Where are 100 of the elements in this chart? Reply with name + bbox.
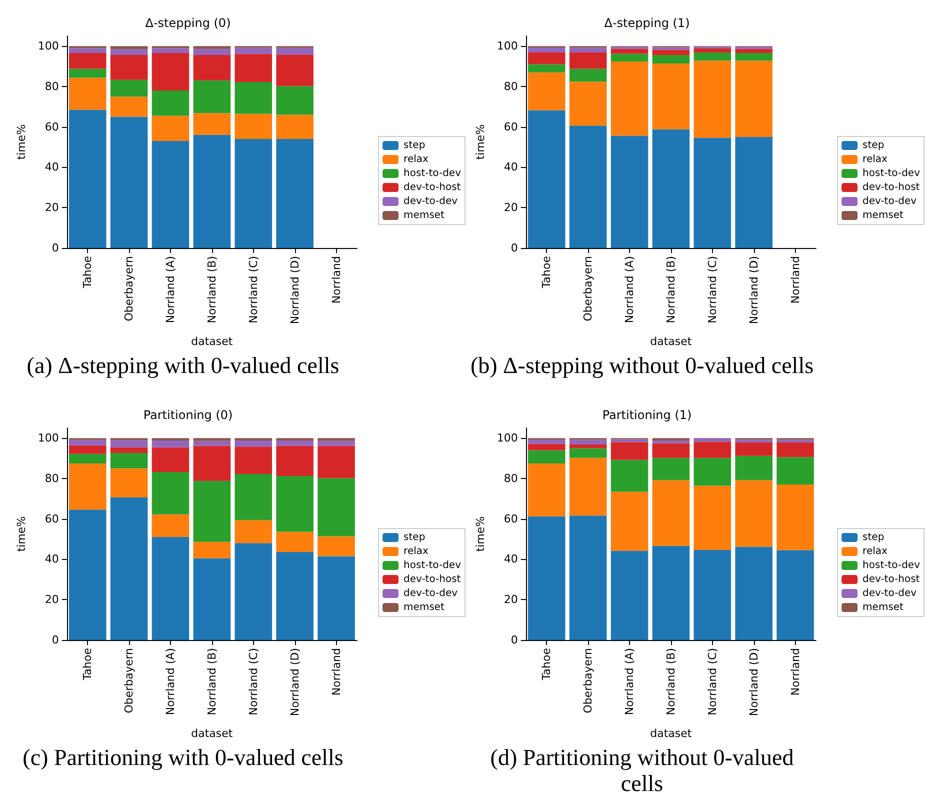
x-axis-title: dataset <box>191 727 234 740</box>
bar <box>276 476 314 532</box>
x-tick-label: Norrland (D) <box>747 256 760 324</box>
x-tick-label: Tahoe <box>81 648 94 682</box>
bar <box>652 129 690 248</box>
bar <box>652 443 690 458</box>
bar <box>110 497 148 640</box>
bar <box>528 516 566 640</box>
legend-label: step <box>862 140 884 151</box>
bar <box>276 440 314 446</box>
x-tick-label: Tahoe <box>540 648 554 682</box>
bar <box>110 46 148 50</box>
bar <box>234 446 272 474</box>
y-tick-label: 100 <box>38 432 59 445</box>
bar <box>110 96 148 117</box>
bar <box>569 516 607 640</box>
y-axis-title: time% <box>15 124 28 160</box>
bar <box>68 454 106 464</box>
bar <box>694 442 732 458</box>
legend-label: dev-to-host <box>404 182 461 193</box>
bar <box>610 550 648 640</box>
y-tick-label: 60 <box>44 512 59 526</box>
legend-label: relax <box>404 154 429 165</box>
bar <box>528 440 566 444</box>
bar <box>152 48 190 53</box>
bar <box>152 537 190 640</box>
y-tick-label: 20 <box>504 593 518 606</box>
bar <box>110 49 148 55</box>
bar <box>569 68 607 82</box>
bar <box>193 134 231 248</box>
legend-label: dev-to-host <box>862 182 920 193</box>
bar <box>234 438 272 441</box>
y-tick-label: 0 <box>510 242 518 254</box>
bar <box>276 54 314 86</box>
bar <box>110 80 148 97</box>
x-tick-label: Norrland (B) <box>664 648 678 716</box>
bar <box>694 438 732 442</box>
bar <box>276 438 314 441</box>
bar <box>610 460 648 492</box>
bar <box>569 440 607 445</box>
y-tick-label: 0 <box>52 634 59 646</box>
text: (b) Δ-stepping without 0-valued cells <box>469 353 815 379</box>
y-axis-title: time% <box>474 516 487 552</box>
bar <box>735 52 772 61</box>
bar <box>652 458 690 480</box>
bar <box>110 453 148 468</box>
bar <box>318 536 355 556</box>
y-tick-label: 80 <box>44 80 59 93</box>
x-tick-label: Oberbayern <box>582 648 595 714</box>
bar <box>110 116 148 248</box>
y-tick-label: 20 <box>44 593 59 606</box>
bar <box>694 48 732 53</box>
bar <box>234 82 272 114</box>
x-tick-label: Norrland (B) <box>205 648 218 716</box>
y-tick-label: 20 <box>44 201 59 214</box>
text: (c) Partitioning with 0-valued cells <box>22 745 344 771</box>
bar <box>735 440 772 443</box>
bar <box>152 447 190 472</box>
x-tick-label: Tahoe <box>540 256 554 290</box>
y-tick-label: 80 <box>44 472 59 485</box>
bar <box>152 472 190 514</box>
bar <box>776 484 814 550</box>
bar <box>193 113 231 135</box>
bar <box>735 546 772 640</box>
bar <box>569 126 607 248</box>
x-tick-label: Norrland (B) <box>205 256 218 324</box>
x-axis-title: dataset <box>650 335 692 348</box>
bar <box>68 48 106 53</box>
chart-title: Δ-stepping (1) <box>604 16 690 30</box>
x-tick-label: Norrland (D) <box>288 648 302 716</box>
bar <box>776 442 814 458</box>
bar <box>694 60 732 138</box>
bar <box>68 464 106 510</box>
bar <box>610 61 648 136</box>
bar <box>735 480 772 547</box>
bar <box>528 72 566 110</box>
bar <box>193 80 231 114</box>
x-tick-label: Oberbayern <box>122 256 136 322</box>
bar <box>776 550 814 640</box>
x-tick-label: Norrland (A) <box>164 648 178 716</box>
legend-label: relax <box>404 546 429 557</box>
bar <box>652 546 690 640</box>
x-axis-title: dataset <box>650 727 692 740</box>
chart-title: Δ-stepping (0) <box>145 16 231 30</box>
bar <box>528 450 566 464</box>
bar <box>110 468 148 498</box>
bar <box>694 138 732 248</box>
bar <box>152 438 190 441</box>
bar <box>776 440 814 443</box>
bar <box>735 60 772 137</box>
bar <box>528 110 566 248</box>
bar <box>234 138 272 248</box>
bar <box>735 136 772 248</box>
x-tick-label: Norrland <box>330 648 343 696</box>
bar <box>234 54 272 82</box>
bar <box>528 444 566 450</box>
x-tick-label: Norrland (C) <box>246 648 260 716</box>
bar <box>610 54 648 62</box>
y-tick-label: 40 <box>44 160 59 174</box>
bar <box>276 446 314 476</box>
